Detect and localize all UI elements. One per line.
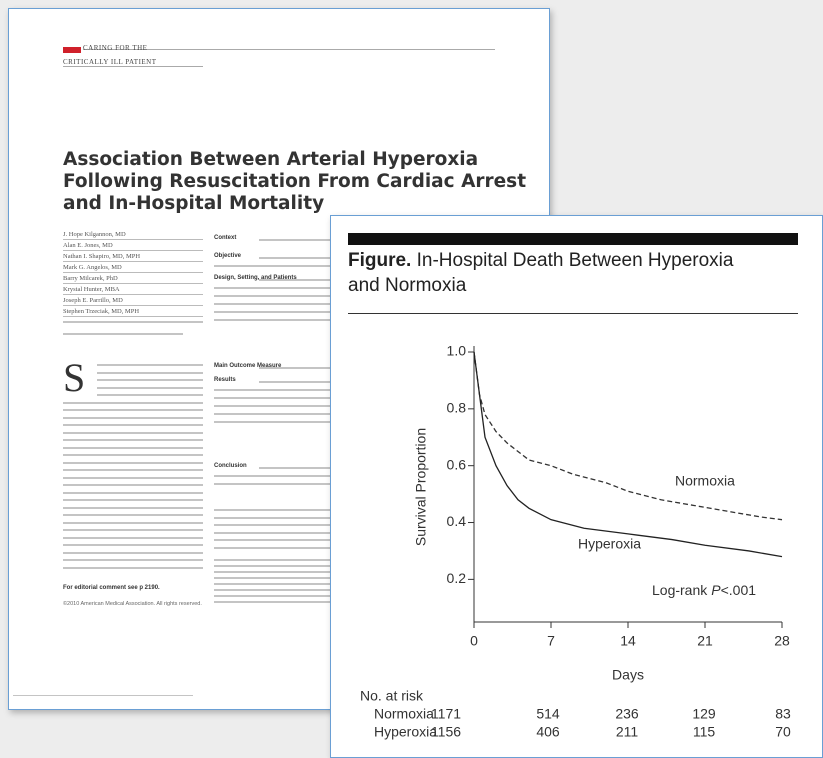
at-risk-count: 211: [616, 724, 639, 740]
annotation-text: <.001: [721, 582, 757, 598]
page: CARING FOR THE CRITICALLY ILL PATIENT As…: [0, 0, 823, 758]
x-tick-label: 14: [620, 633, 636, 649]
x-axis-label: Days: [612, 667, 644, 683]
y-axis-label: Survival Proportion: [413, 428, 429, 546]
at-risk-name: Hyperoxia: [374, 724, 437, 740]
at-risk-count: 129: [692, 706, 716, 722]
series-label: Hyperoxia: [578, 536, 641, 552]
survival-curve: [474, 352, 782, 520]
annotation-text: Log-rank: [652, 582, 708, 598]
y-tick-label: 1.0: [447, 343, 467, 359]
y-tick-label: 0.2: [447, 570, 467, 586]
at-risk-count: 514: [536, 706, 560, 722]
y-tick-label: 0.8: [447, 400, 467, 416]
x-tick-label: 7: [547, 633, 555, 649]
at-risk-count: 236: [615, 706, 639, 722]
at-risk-count: 1171: [431, 706, 461, 722]
x-tick-label: 21: [697, 633, 713, 649]
survival-curve: [474, 352, 782, 557]
at-risk-count: 70: [775, 724, 791, 740]
at-risk-label: No. at risk: [360, 688, 424, 704]
at-risk-count: 406: [536, 724, 560, 740]
at-risk-count: 115: [693, 724, 716, 740]
y-tick-label: 0.6: [447, 456, 467, 472]
at-risk-count: 83: [775, 706, 791, 722]
series-label: Normoxia: [675, 473, 735, 489]
x-tick-label: 0: [470, 633, 478, 649]
at-risk-name: Normoxia: [374, 706, 434, 722]
chart: 0.2 0.4 0.6 0.8 1.0 0 7 14 21 28 Days Survival Prop…: [0, 0, 823, 758]
x-tick-label: 28: [774, 633, 790, 649]
at-risk-count: 1156: [431, 724, 461, 740]
y-tick-label: 0.4: [447, 513, 467, 529]
